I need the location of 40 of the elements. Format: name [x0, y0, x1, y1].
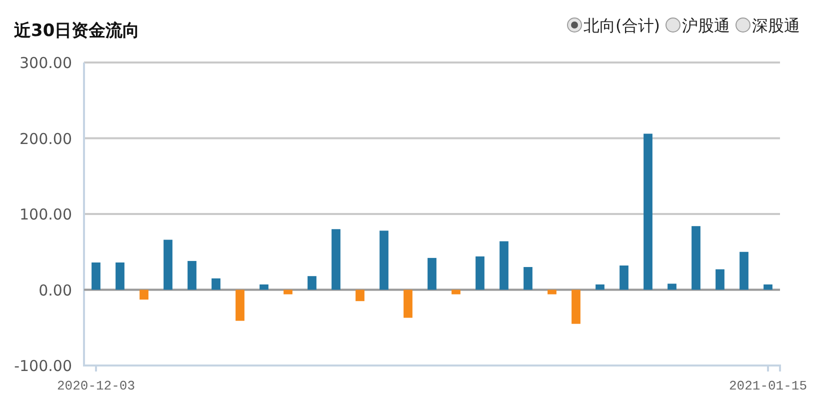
bar [548, 290, 556, 294]
bar [332, 229, 340, 290]
bar [380, 230, 388, 290]
bar [404, 290, 412, 318]
bar [452, 290, 460, 294]
bar [644, 134, 652, 290]
x-tick-label: 2020-12-03 [56, 378, 136, 394]
text: 深股通 [752, 16, 800, 35]
bar [284, 290, 292, 294]
bar [692, 226, 700, 290]
bar [500, 241, 508, 290]
bar [236, 290, 244, 321]
bar [428, 258, 436, 290]
bar [572, 290, 580, 324]
bar [620, 266, 628, 290]
bar [164, 240, 172, 290]
bar [140, 290, 148, 300]
bar [668, 284, 676, 290]
bar [716, 269, 724, 290]
bar [188, 260, 196, 290]
y-tick-label: 100.00 [20, 206, 72, 224]
bar [260, 284, 268, 290]
y-tick-label: 200.00 [20, 130, 72, 148]
text: 沪股通 [682, 16, 730, 35]
y-tick-label: 300.00 [20, 54, 72, 72]
bar [116, 262, 124, 290]
bar [476, 256, 484, 290]
chart-title: 近30日资金流向 [13, 21, 140, 41]
bar [308, 276, 316, 290]
y-tick-label: 0.00 [38, 281, 72, 300]
y-tick-label: -100.00 [14, 357, 72, 375]
bar [92, 262, 100, 290]
text: 北向(合计) [584, 16, 660, 35]
bar [524, 267, 532, 290]
bar [764, 284, 772, 290]
bar [596, 284, 604, 290]
x-tick-label: 2021-01-15 [728, 378, 808, 394]
bar [740, 252, 748, 290]
bar [212, 278, 220, 290]
bar [356, 290, 364, 302]
